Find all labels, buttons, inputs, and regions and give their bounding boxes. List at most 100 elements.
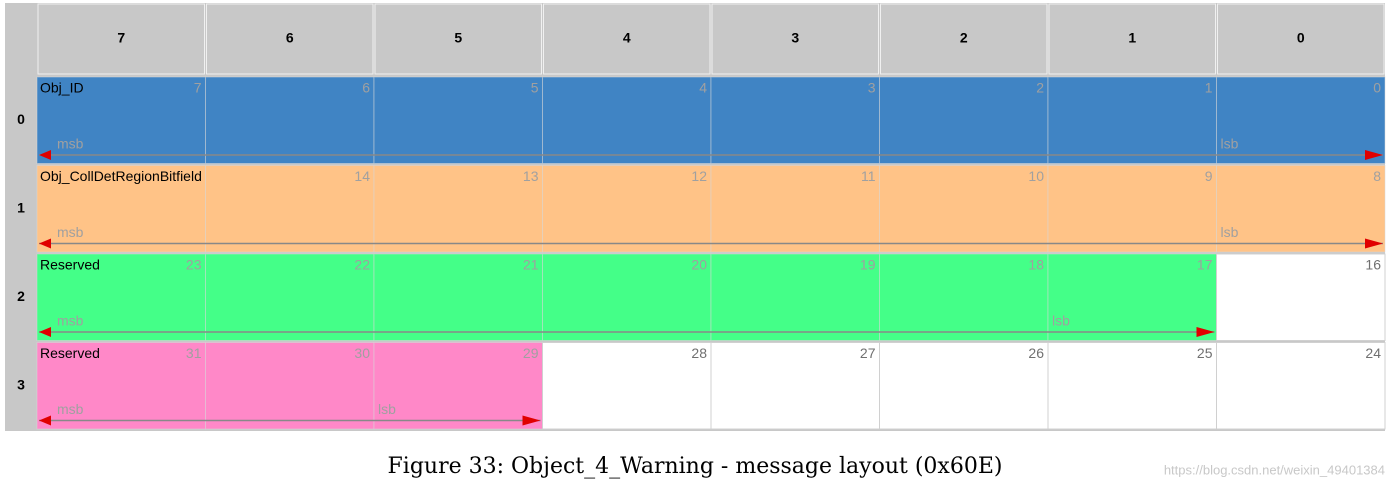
column-header-label: 7 <box>117 30 125 46</box>
cell <box>1216 253 1386 341</box>
cell <box>1047 165 1217 253</box>
cell <box>373 342 543 430</box>
cell <box>542 253 712 341</box>
cell <box>710 76 880 164</box>
lsb-label: lsb <box>1221 224 1239 240</box>
lsb-label: lsb <box>378 401 396 417</box>
bit-number: 24 <box>1365 345 1381 361</box>
bit-number: 11 <box>861 168 876 184</box>
cell <box>542 165 712 253</box>
bit-number: 21 <box>523 257 539 273</box>
column-header-label: 6 <box>286 30 294 46</box>
bit-number: 6 <box>362 80 370 96</box>
bit-number: 27 <box>860 345 876 361</box>
cell <box>542 76 712 164</box>
lsb-arrow <box>1196 327 1215 337</box>
bit-number: 19 <box>860 257 876 273</box>
msb-arrow <box>39 327 51 337</box>
signal-name: Obj_ID <box>40 80 84 96</box>
bit-number: 8 <box>1373 168 1381 184</box>
cell <box>36 253 206 341</box>
bit-number: 25 <box>1197 345 1213 361</box>
bit-number: 7 <box>194 80 202 96</box>
bit-number: 14 <box>354 168 370 184</box>
bit-number: 9 <box>1205 168 1213 184</box>
bit-number: 16 <box>1365 257 1381 273</box>
msb-arrow <box>39 150 51 160</box>
column-header-label: 1 <box>1128 30 1136 46</box>
bit-number: 18 <box>1028 257 1044 273</box>
signal-name: Reserved <box>40 257 100 273</box>
column-header <box>880 3 1048 75</box>
column-header-label: 5 <box>454 30 462 46</box>
column-header <box>1048 3 1216 75</box>
column-header <box>374 3 542 75</box>
cell <box>36 342 206 430</box>
column-header-label: 4 <box>623 30 631 46</box>
bit-number: 2 <box>1036 80 1044 96</box>
signal-name: Obj_CollDetRegionBitfield <box>40 168 202 184</box>
column-header-label: 3 <box>791 30 799 46</box>
cell <box>373 165 543 253</box>
cell <box>205 165 375 253</box>
bit-number: 12 <box>691 168 707 184</box>
cell <box>879 76 1049 164</box>
bit-number: 31 <box>186 345 202 361</box>
bit-number: 17 <box>1197 257 1213 273</box>
bit-number: 1 <box>1205 80 1213 96</box>
row-header-label: 1 <box>17 199 25 215</box>
cell <box>1216 342 1386 430</box>
bit-number: 5 <box>531 80 539 96</box>
bit-number: 28 <box>691 345 707 361</box>
lsb-label: lsb <box>1221 136 1239 152</box>
bit-number: 13 <box>523 168 539 184</box>
bit-number: 26 <box>1028 345 1044 361</box>
msb-arrow <box>39 415 51 426</box>
column-header <box>543 3 711 75</box>
column-header <box>206 3 374 75</box>
column-header <box>711 3 879 75</box>
cell <box>879 165 1049 253</box>
column-header <box>1217 3 1385 75</box>
row-header-label: 3 <box>17 376 25 392</box>
cell <box>205 342 375 430</box>
cell <box>710 342 880 430</box>
bit-number: 4 <box>699 80 707 96</box>
column-header-label: 0 <box>1297 30 1305 46</box>
cell <box>1047 342 1217 430</box>
cell <box>710 165 880 253</box>
watermark: https://blog.csdn.net/weixin_49401384 <box>1164 462 1385 477</box>
cell <box>36 165 206 253</box>
cell <box>205 76 375 164</box>
bit-number: 20 <box>691 257 707 273</box>
bit-number: 3 <box>868 80 876 96</box>
bit-number: 10 <box>1028 168 1044 184</box>
column-header-label: 2 <box>960 30 968 46</box>
cell <box>373 76 543 164</box>
lsb-arrow <box>1365 150 1383 160</box>
lsb-label: lsb <box>1052 313 1070 329</box>
cell <box>879 342 1049 430</box>
msb-label: msb <box>57 401 84 417</box>
msb-label: msb <box>57 224 84 240</box>
bit-number: 0 <box>1373 80 1381 96</box>
bit-number: 23 <box>186 257 202 273</box>
msb-arrow <box>39 238 51 249</box>
lsb-arrow <box>522 415 541 426</box>
bit-number: 22 <box>354 257 370 273</box>
cell <box>205 253 375 341</box>
cell <box>1216 76 1386 164</box>
cell <box>710 253 880 341</box>
cell <box>373 253 543 341</box>
lsb-arrow <box>1365 238 1383 249</box>
bit-number: 30 <box>354 345 370 361</box>
msb-label: msb <box>57 313 84 329</box>
cell <box>879 253 1049 341</box>
bit-number: 29 <box>523 345 539 361</box>
row-header-label: 0 <box>17 111 25 127</box>
cell <box>542 342 712 430</box>
cell <box>1047 253 1217 341</box>
caption: Figure 33: Object_4_Warning - message la… <box>388 454 1003 479</box>
